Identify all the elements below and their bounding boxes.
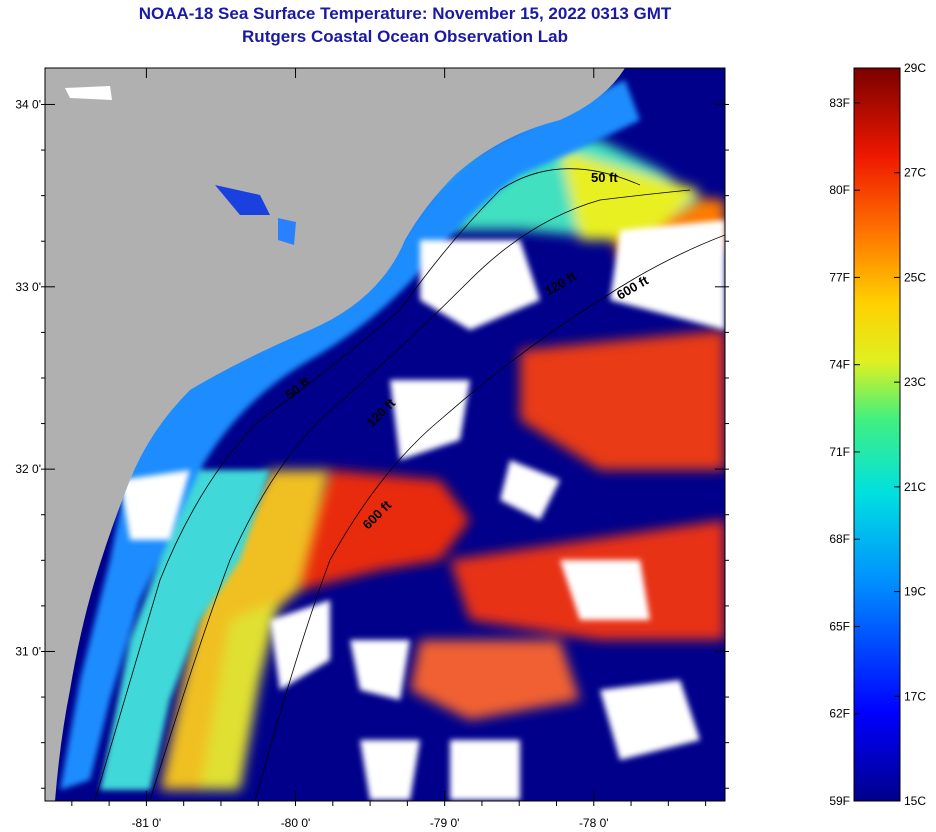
colorbar-fahrenheit-labels: 83F 80F 77F 74F 71F 68F 65F 62F 59F — [829, 96, 860, 808]
map-title: NOAA-18 Sea Surface Temperature: Novembe… — [138, 4, 672, 23]
land-mass — [45, 68, 625, 801]
colorbar-f-label: 71F — [829, 445, 850, 459]
inland-lake-2 — [278, 218, 296, 245]
colorbar-c-label: 25C — [904, 270, 926, 284]
colorbar-c-label: 17C — [904, 689, 926, 703]
bathymetry-contours — [94, 168, 725, 801]
colorbar-f-label: 62F — [829, 707, 850, 721]
colorbar-c-label: 27C — [904, 166, 926, 180]
colorbar-f-label: 65F — [829, 619, 850, 633]
map-subtitle: Rutgers Coastal Ocean Observation Lab — [242, 27, 568, 46]
sst-image: 50 ft 120 ft 600 ft 600 ft 120 ft 50 ft — [45, 68, 725, 801]
longitude-labels: -81 0' -80 0' -79 0' -78 0' — [132, 816, 609, 830]
latitude-label: 33 0' — [15, 280, 41, 294]
colorbar-f-label: 83F — [829, 96, 850, 110]
colorbar-c-label: 23C — [904, 375, 926, 389]
colorbar-celsius-labels: 29C 27C 25C 23C 21C 19C 17C 15C — [894, 61, 926, 808]
inland-water-spot — [65, 86, 112, 100]
colorbar-f-label: 74F — [829, 358, 850, 372]
contour-label: 50 ft — [591, 170, 618, 185]
colorbar-c-label: 15C — [904, 794, 926, 808]
colorbar-f-label: 80F — [829, 183, 850, 197]
inland-lake — [215, 185, 270, 215]
latitude-labels: 34 0' 33 0' 32 0' 31 0' — [15, 97, 41, 658]
cloud-cover — [120, 220, 725, 800]
latitude-label: 31 0' — [15, 644, 41, 658]
longitude-label: -78 0' — [579, 816, 609, 830]
latitude-label: 34 0' — [15, 97, 41, 111]
longitude-label: -81 0' — [132, 816, 162, 830]
shelf-water — [160, 135, 700, 790]
longitude-label: -79 0' — [430, 816, 460, 830]
nearshore-cool-water — [60, 80, 640, 790]
latitude-label: 32 0' — [15, 462, 41, 476]
colorbar-c-label: 21C — [904, 480, 926, 494]
colorbar-f-label: 59F — [829, 794, 850, 808]
colorbar-f-label: 68F — [829, 532, 850, 546]
colorbar — [853, 67, 901, 802]
colorbar-c-label: 29C — [904, 61, 926, 75]
colorbar-f-label: 77F — [829, 270, 850, 284]
map-axis-ticks — [41, 68, 729, 806]
map-frame — [44, 67, 726, 802]
longitude-label: -80 0' — [281, 816, 311, 830]
colorbar-c-label: 19C — [904, 585, 926, 599]
